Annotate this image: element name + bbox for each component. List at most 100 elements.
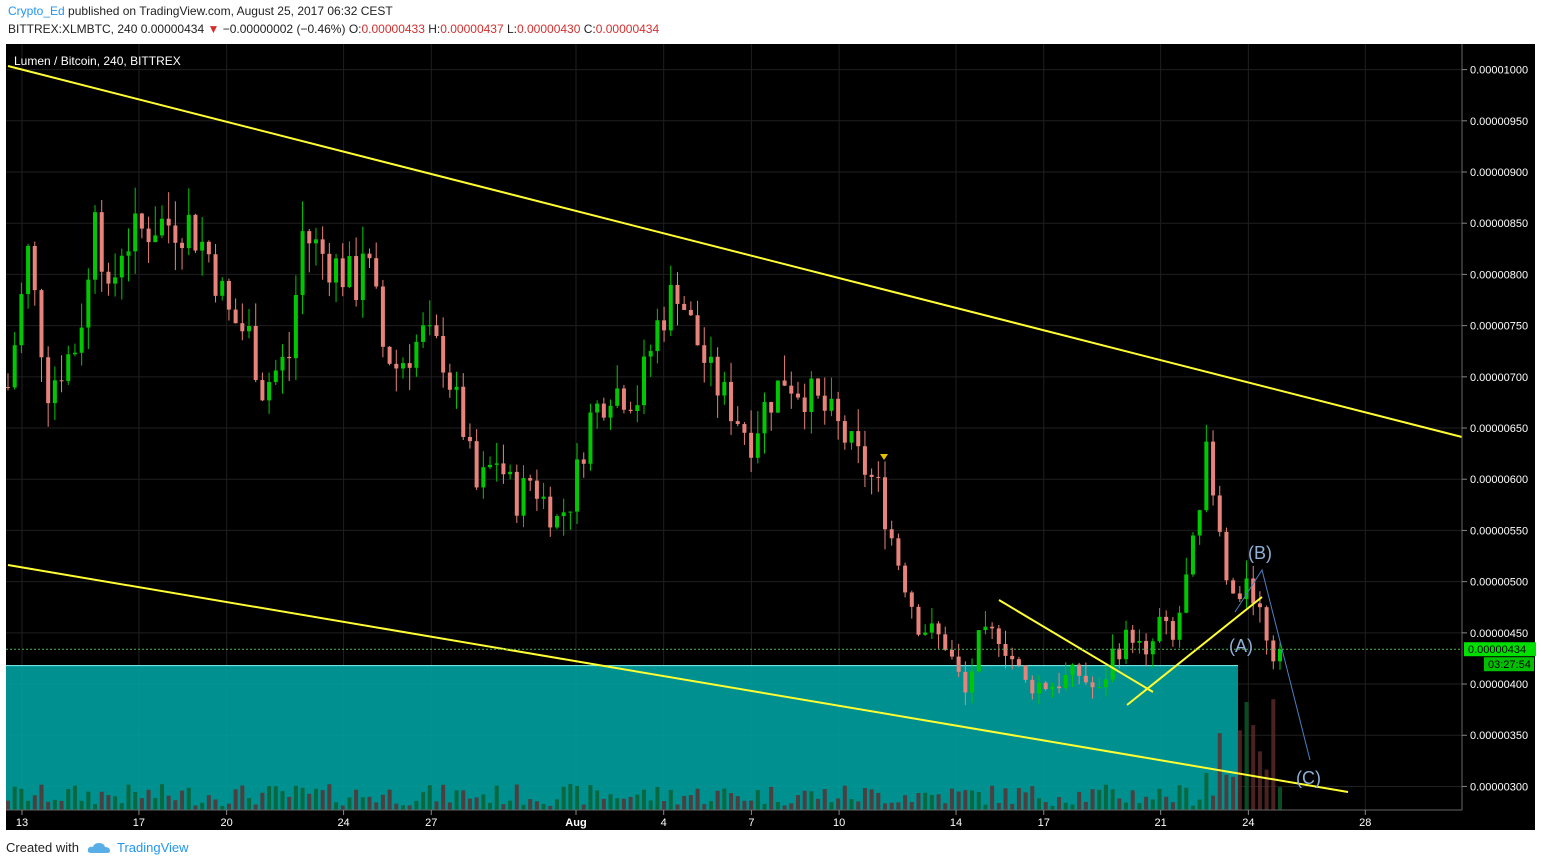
candle-body bbox=[615, 388, 620, 406]
volume-bar bbox=[113, 796, 118, 810]
volume-bar bbox=[829, 802, 834, 810]
candle-body bbox=[367, 253, 372, 259]
candle-body bbox=[280, 356, 285, 371]
candle-body bbox=[970, 671, 975, 693]
candle-body bbox=[735, 421, 740, 425]
volume-bar bbox=[354, 789, 359, 810]
candle-body bbox=[755, 433, 760, 458]
candle-body bbox=[648, 351, 653, 357]
volume-bar bbox=[949, 788, 954, 810]
candle-body bbox=[775, 380, 780, 413]
volume-bar bbox=[769, 786, 774, 810]
volume-bar bbox=[541, 803, 546, 810]
volume-bar bbox=[581, 804, 586, 810]
candle-body bbox=[12, 345, 17, 388]
candle-body bbox=[153, 235, 158, 243]
candle-body bbox=[387, 346, 392, 364]
volume-bar bbox=[1211, 795, 1216, 810]
volume-bar bbox=[260, 792, 265, 810]
open-value: 0.00000433 bbox=[361, 22, 425, 36]
volume-bar bbox=[126, 784, 131, 810]
volume-bar bbox=[146, 789, 151, 810]
price-tick-label: 0.00000650 bbox=[1470, 423, 1528, 435]
upper-channel-line bbox=[7, 65, 1463, 438]
candle-body bbox=[441, 336, 446, 373]
candle-body bbox=[180, 242, 185, 249]
volume-bar bbox=[749, 800, 754, 810]
wedge-breakout-line bbox=[1126, 596, 1263, 706]
volume-bar bbox=[668, 789, 673, 810]
price-chart[interactable]: 0.00001000 0.00000950 0.00000900 0.00000850… bbox=[0, 40, 1541, 830]
candle-body bbox=[32, 246, 37, 291]
candle-body bbox=[414, 341, 419, 368]
volume-bar bbox=[856, 801, 861, 810]
volume-bar bbox=[1023, 792, 1028, 810]
price-tick-label: 0.00000350 bbox=[1470, 730, 1528, 742]
volume-bar bbox=[655, 786, 660, 810]
tradingview-link[interactable]: TradingView bbox=[116, 840, 189, 855]
candle-body bbox=[1244, 578, 1249, 600]
candle-body bbox=[601, 403, 606, 418]
volume-bar bbox=[1251, 725, 1256, 810]
volume-bar bbox=[775, 801, 780, 810]
last-price-tag bbox=[1464, 642, 1536, 657]
volume-bar bbox=[19, 788, 24, 810]
candle-body bbox=[19, 294, 24, 346]
price-axis[interactable]: 0.00001000 0.00000950 0.00000900 0.00000850… bbox=[1461, 44, 1528, 810]
volume-bar bbox=[695, 788, 700, 810]
volume-bar bbox=[1197, 799, 1202, 810]
volume-bar bbox=[313, 788, 318, 810]
volume-bar bbox=[66, 788, 71, 810]
volume-bar bbox=[1177, 785, 1182, 810]
candle-body bbox=[595, 403, 600, 413]
volume-bar bbox=[133, 791, 138, 810]
price-tick-label: 0.00001000 bbox=[1470, 65, 1528, 77]
volume-bar bbox=[963, 790, 968, 810]
volume-bar bbox=[1164, 796, 1169, 810]
volume-bars bbox=[6, 699, 1282, 810]
candle-body bbox=[173, 225, 178, 243]
volume-bar bbox=[568, 784, 573, 810]
volume-bar bbox=[1030, 786, 1035, 810]
volume-bar bbox=[976, 791, 981, 810]
candle-body bbox=[655, 320, 660, 352]
candle-body bbox=[943, 634, 948, 650]
candle-body bbox=[729, 381, 734, 422]
author-link[interactable]: Crypto_Ed bbox=[8, 4, 65, 18]
candle-body bbox=[1077, 664, 1082, 676]
volume-bar bbox=[642, 789, 646, 810]
candle-body bbox=[106, 271, 111, 284]
volume-bar bbox=[307, 793, 312, 810]
volume-bar bbox=[1110, 789, 1115, 810]
time-tick-label: 27 bbox=[425, 817, 437, 829]
volume-bar bbox=[193, 805, 198, 810]
candle-body bbox=[990, 626, 995, 629]
price-tick-label: 0.00000450 bbox=[1470, 628, 1528, 640]
candle-body bbox=[467, 436, 472, 442]
candle-body bbox=[903, 565, 908, 593]
volume-bar bbox=[427, 785, 432, 810]
volume-bar bbox=[407, 805, 412, 810]
candle-body bbox=[293, 295, 298, 359]
candle-body bbox=[226, 280, 231, 310]
volume-bar bbox=[682, 796, 687, 810]
volume-bar bbox=[816, 798, 821, 810]
candle-body bbox=[581, 459, 586, 464]
volume-bar bbox=[595, 790, 600, 810]
candle-body bbox=[394, 363, 399, 369]
candles bbox=[6, 187, 1282, 706]
volume-bar bbox=[575, 785, 580, 810]
volume-bar bbox=[454, 790, 459, 810]
volume-bar bbox=[528, 799, 533, 810]
volume-bar bbox=[521, 804, 526, 810]
candle-body bbox=[1217, 495, 1222, 532]
volume-bar bbox=[253, 804, 258, 810]
volume-bar bbox=[715, 790, 720, 810]
candle-body bbox=[682, 303, 687, 310]
volume-bar bbox=[26, 800, 31, 810]
candle-body bbox=[166, 218, 171, 226]
volume-bar bbox=[86, 791, 91, 810]
volume-bar bbox=[374, 802, 379, 810]
wave-b-label: (B) bbox=[1248, 543, 1272, 563]
time-axis[interactable]: 13 17 20 24 27 Aug 4 7 10 14 17 21 24 28 bbox=[6, 809, 1462, 829]
